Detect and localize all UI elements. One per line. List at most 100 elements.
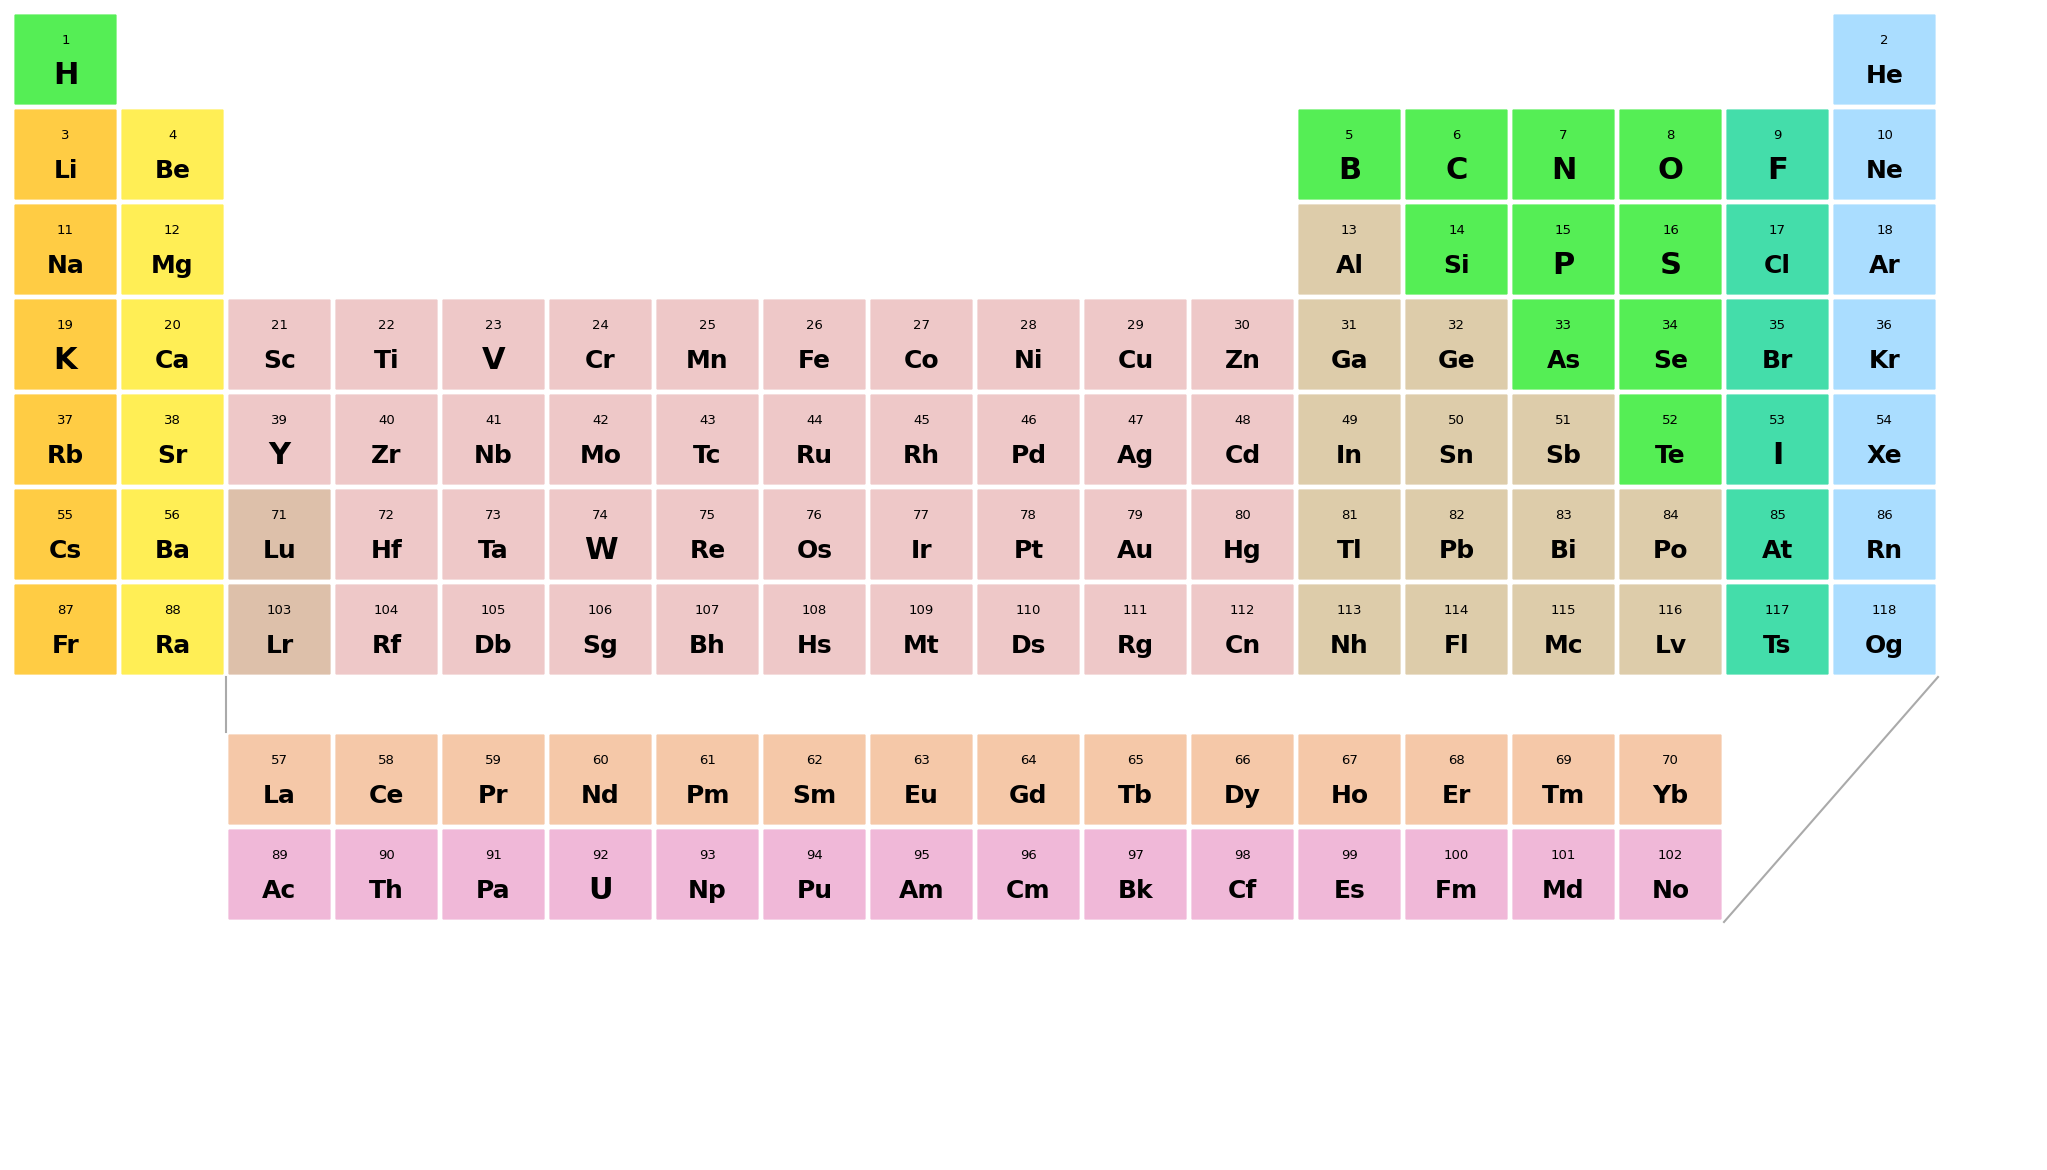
Text: Mo: Mo [579, 443, 622, 468]
FancyBboxPatch shape [121, 108, 225, 201]
Text: Np: Np [688, 879, 727, 902]
Text: Hf: Hf [371, 538, 403, 563]
FancyBboxPatch shape [334, 828, 438, 921]
Text: 72: 72 [379, 509, 395, 522]
Text: Ba: Ba [154, 538, 190, 563]
Text: Ge: Ge [1437, 349, 1476, 373]
Text: 63: 63 [913, 753, 929, 768]
Text: Hs: Hs [796, 634, 833, 658]
Text: 9: 9 [1773, 129, 1781, 142]
Text: Ts: Ts [1762, 634, 1791, 658]
FancyBboxPatch shape [1726, 583, 1830, 676]
Text: 58: 58 [379, 753, 395, 768]
Text: F: F [1767, 156, 1787, 185]
Text: Ir: Ir [911, 538, 931, 563]
Text: Cl: Cl [1765, 254, 1791, 277]
Text: Gd: Gd [1009, 784, 1048, 807]
FancyBboxPatch shape [227, 488, 332, 581]
Text: 76: 76 [807, 509, 823, 522]
Text: 81: 81 [1341, 509, 1357, 522]
Text: 104: 104 [375, 604, 399, 617]
Text: 12: 12 [164, 223, 180, 238]
FancyBboxPatch shape [549, 488, 653, 581]
FancyBboxPatch shape [1726, 108, 1830, 201]
FancyBboxPatch shape [1726, 298, 1830, 391]
Text: Lv: Lv [1654, 634, 1687, 658]
Text: 11: 11 [57, 223, 74, 238]
Text: 3: 3 [61, 129, 70, 142]
Text: Nb: Nb [475, 443, 514, 468]
Text: 103: 103 [266, 604, 293, 617]
FancyBboxPatch shape [12, 393, 119, 486]
Text: 30: 30 [1234, 319, 1251, 332]
FancyBboxPatch shape [1298, 204, 1402, 296]
Text: Ce: Ce [368, 784, 403, 807]
Text: Li: Li [53, 159, 78, 183]
Text: Th: Th [368, 879, 403, 902]
Text: Ca: Ca [156, 349, 190, 373]
Text: Cf: Cf [1228, 879, 1257, 902]
Text: 6: 6 [1451, 129, 1462, 142]
FancyBboxPatch shape [1404, 204, 1509, 296]
Text: 49: 49 [1341, 414, 1357, 427]
FancyBboxPatch shape [870, 583, 974, 676]
Text: Ac: Ac [262, 879, 297, 902]
FancyBboxPatch shape [121, 488, 225, 581]
Text: 13: 13 [1341, 223, 1357, 238]
Text: Tb: Tb [1118, 784, 1152, 807]
Text: 109: 109 [909, 604, 933, 617]
Text: 115: 115 [1552, 604, 1576, 617]
Text: 67: 67 [1341, 753, 1357, 768]
FancyBboxPatch shape [761, 583, 868, 676]
Text: Fl: Fl [1443, 634, 1470, 658]
Text: 59: 59 [485, 753, 502, 768]
Text: 5: 5 [1345, 129, 1353, 142]
FancyBboxPatch shape [1189, 488, 1296, 581]
Text: Cd: Cd [1224, 443, 1261, 468]
FancyBboxPatch shape [976, 732, 1081, 826]
FancyBboxPatch shape [227, 583, 332, 676]
FancyBboxPatch shape [1298, 732, 1402, 826]
Text: Bk: Bk [1118, 879, 1152, 902]
Text: 18: 18 [1875, 223, 1893, 238]
Text: Rf: Rf [371, 634, 401, 658]
Text: 61: 61 [700, 753, 716, 768]
FancyBboxPatch shape [440, 828, 547, 921]
FancyBboxPatch shape [12, 488, 119, 581]
FancyBboxPatch shape [976, 583, 1081, 676]
Text: Ne: Ne [1865, 159, 1904, 183]
Text: Sg: Sg [583, 634, 618, 658]
FancyBboxPatch shape [440, 583, 547, 676]
Text: 14: 14 [1447, 223, 1466, 238]
FancyBboxPatch shape [1083, 828, 1187, 921]
Text: Md: Md [1541, 879, 1584, 902]
Text: 112: 112 [1230, 604, 1255, 617]
Text: In: In [1337, 443, 1363, 468]
Text: 95: 95 [913, 849, 929, 862]
FancyBboxPatch shape [1617, 108, 1724, 201]
Text: 43: 43 [700, 414, 716, 427]
Text: 98: 98 [1234, 849, 1251, 862]
Text: Og: Og [1865, 634, 1904, 658]
Text: U: U [587, 876, 612, 906]
Text: V: V [481, 346, 506, 376]
Text: 94: 94 [807, 849, 823, 862]
FancyBboxPatch shape [1298, 108, 1402, 201]
Text: 88: 88 [164, 604, 180, 617]
FancyBboxPatch shape [1617, 583, 1724, 676]
FancyBboxPatch shape [655, 488, 759, 581]
Text: O: O [1658, 156, 1683, 185]
Text: 83: 83 [1556, 509, 1572, 522]
Text: 73: 73 [485, 509, 502, 522]
Text: Si: Si [1443, 254, 1470, 277]
FancyBboxPatch shape [1189, 298, 1296, 391]
Text: 99: 99 [1341, 849, 1357, 862]
Text: 2: 2 [1881, 34, 1889, 47]
Text: Bi: Bi [1550, 538, 1578, 563]
FancyBboxPatch shape [1404, 393, 1509, 486]
Text: 66: 66 [1234, 753, 1251, 768]
FancyBboxPatch shape [1404, 828, 1509, 921]
Text: Cn: Cn [1224, 634, 1261, 658]
Text: Er: Er [1441, 784, 1472, 807]
Text: 7: 7 [1560, 129, 1568, 142]
